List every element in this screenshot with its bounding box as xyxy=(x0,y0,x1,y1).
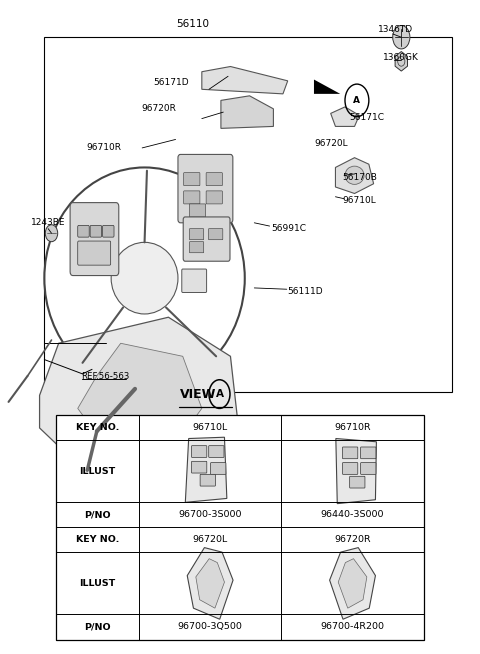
Text: 56110: 56110 xyxy=(176,19,209,29)
Text: 96720R: 96720R xyxy=(142,105,176,113)
Text: P/NO: P/NO xyxy=(84,510,111,519)
FancyBboxPatch shape xyxy=(90,226,102,237)
Text: A: A xyxy=(353,96,360,105)
FancyBboxPatch shape xyxy=(78,241,111,265)
Polygon shape xyxy=(202,67,288,94)
FancyBboxPatch shape xyxy=(178,154,233,223)
Text: 56991C: 56991C xyxy=(271,224,306,233)
Polygon shape xyxy=(314,80,340,94)
Polygon shape xyxy=(187,547,233,619)
Text: 96700-3Q500: 96700-3Q500 xyxy=(178,623,242,632)
FancyBboxPatch shape xyxy=(44,37,452,392)
FancyBboxPatch shape xyxy=(360,462,376,474)
FancyBboxPatch shape xyxy=(70,203,119,275)
FancyBboxPatch shape xyxy=(343,462,358,474)
FancyBboxPatch shape xyxy=(190,204,205,217)
Text: 96710L: 96710L xyxy=(192,423,228,432)
Text: 96440-3S000: 96440-3S000 xyxy=(321,510,384,519)
FancyBboxPatch shape xyxy=(103,226,114,237)
Text: 96720L: 96720L xyxy=(192,536,228,544)
Text: 1346TD: 1346TD xyxy=(378,25,413,34)
Text: 56170B: 56170B xyxy=(343,173,377,182)
FancyBboxPatch shape xyxy=(206,191,222,204)
Text: 56171D: 56171D xyxy=(153,78,189,87)
FancyBboxPatch shape xyxy=(184,173,200,186)
Polygon shape xyxy=(221,96,274,128)
FancyBboxPatch shape xyxy=(192,461,207,473)
Text: 96700-4R200: 96700-4R200 xyxy=(321,623,384,632)
Polygon shape xyxy=(336,158,373,194)
Text: KEY NO.: KEY NO. xyxy=(76,423,120,432)
Text: 96720R: 96720R xyxy=(334,536,371,544)
Polygon shape xyxy=(395,52,408,71)
Text: 96720L: 96720L xyxy=(314,139,348,148)
FancyBboxPatch shape xyxy=(184,191,200,204)
FancyBboxPatch shape xyxy=(360,447,376,458)
FancyBboxPatch shape xyxy=(209,445,224,457)
FancyBboxPatch shape xyxy=(183,217,230,261)
Text: KEY NO.: KEY NO. xyxy=(76,536,120,544)
FancyBboxPatch shape xyxy=(56,415,424,640)
Text: 96710R: 96710R xyxy=(86,143,121,152)
Polygon shape xyxy=(330,547,375,619)
Text: 96710L: 96710L xyxy=(343,196,376,205)
Polygon shape xyxy=(331,107,360,126)
Polygon shape xyxy=(78,343,202,454)
FancyBboxPatch shape xyxy=(200,474,216,486)
Polygon shape xyxy=(196,559,225,608)
Polygon shape xyxy=(39,317,240,487)
FancyBboxPatch shape xyxy=(190,229,204,240)
Text: 1360GK: 1360GK xyxy=(383,53,419,62)
Text: P/NO: P/NO xyxy=(84,623,111,632)
FancyBboxPatch shape xyxy=(208,229,223,240)
FancyBboxPatch shape xyxy=(78,226,89,237)
Polygon shape xyxy=(185,438,227,502)
Text: REF.56-563: REF.56-563 xyxy=(82,372,130,381)
Circle shape xyxy=(393,26,410,49)
Polygon shape xyxy=(338,559,367,608)
Text: ILLUST: ILLUST xyxy=(80,579,116,588)
Text: 1243BE: 1243BE xyxy=(31,218,65,228)
Text: 56171C: 56171C xyxy=(350,112,385,122)
FancyBboxPatch shape xyxy=(182,269,206,292)
Circle shape xyxy=(45,225,58,242)
FancyBboxPatch shape xyxy=(206,173,222,186)
Text: 96710R: 96710R xyxy=(334,423,371,432)
FancyBboxPatch shape xyxy=(349,476,365,488)
Text: 56111D: 56111D xyxy=(288,286,324,296)
Text: ILLUST: ILLUST xyxy=(80,466,116,475)
FancyBboxPatch shape xyxy=(343,447,358,458)
Polygon shape xyxy=(336,439,376,504)
Text: A: A xyxy=(216,389,224,399)
Text: VIEW: VIEW xyxy=(180,388,217,401)
FancyBboxPatch shape xyxy=(192,445,207,457)
Text: 96700-3S000: 96700-3S000 xyxy=(179,510,242,519)
Ellipse shape xyxy=(345,166,364,184)
Ellipse shape xyxy=(111,243,178,314)
FancyBboxPatch shape xyxy=(211,462,226,474)
FancyBboxPatch shape xyxy=(190,242,204,252)
